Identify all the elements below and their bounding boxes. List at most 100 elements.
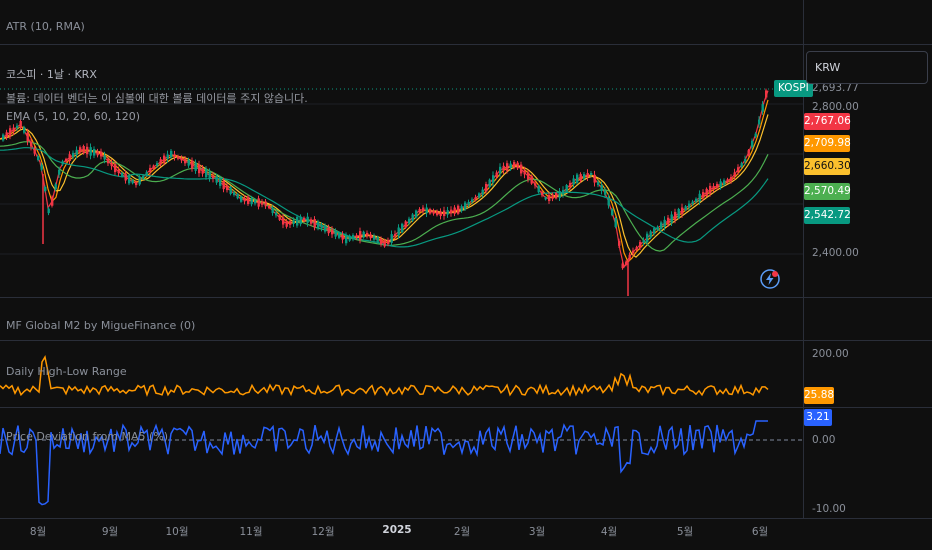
ema-legend-label[interactable]: EMA (5, 10, 20, 60, 120) [6, 110, 141, 123]
candle-body [443, 210, 446, 217]
candle-body [404, 221, 407, 228]
candle-body [114, 163, 117, 173]
candle-body [614, 218, 617, 227]
time-axis-label-year: 2025 [382, 524, 412, 536]
candle-body [600, 185, 603, 191]
atr-indicator-label[interactable]: ATR (10, RMA) [6, 20, 85, 33]
candle-body [471, 199, 474, 202]
candle-body [23, 127, 26, 133]
price-axis-label-2800: 2,800.00 [812, 101, 859, 113]
candle-body [565, 185, 568, 192]
candle-body [33, 148, 36, 154]
candle-body [180, 158, 183, 161]
candle-body [653, 228, 656, 234]
candle-body [677, 208, 680, 218]
time-axis-label: 10월 [165, 526, 189, 538]
candle-body [306, 216, 309, 223]
lightning-bolt-icon[interactable] [759, 268, 781, 290]
candle-body [30, 141, 33, 147]
candle-body [705, 188, 708, 196]
candle-body [173, 154, 176, 158]
candle-body [695, 198, 698, 202]
candle-body [12, 127, 15, 132]
candle-body [278, 215, 281, 220]
candle-body [450, 209, 453, 214]
candle-body [488, 179, 491, 188]
candle-body [730, 177, 733, 181]
candle-body [723, 180, 726, 185]
candle-body [733, 172, 736, 177]
candle-body [383, 240, 386, 247]
price-axis-separator [803, 0, 804, 518]
candle-body [740, 163, 743, 167]
candle-body [625, 261, 628, 265]
candle-body [481, 189, 484, 195]
candle-body [548, 195, 551, 201]
candle-body [691, 201, 694, 205]
candle-body [184, 158, 187, 164]
candle-body [719, 181, 722, 188]
candle-body [572, 178, 575, 185]
candle-body [271, 207, 274, 214]
symbol-info-label[interactable]: 코스피 · 1날 · KRX [6, 68, 97, 81]
candle-body [562, 189, 565, 195]
candle-body [744, 159, 747, 162]
candle-body [611, 208, 614, 216]
candle-body [485, 183, 488, 192]
candle-body [142, 175, 145, 179]
candle-body [236, 194, 239, 199]
candle-body [509, 163, 512, 169]
price-tag-ema20: 2,660.30 [804, 158, 851, 175]
candle-body [401, 223, 404, 233]
candle-body [761, 104, 764, 112]
candle-body [355, 235, 358, 238]
candle-body [303, 217, 306, 222]
daily-range-label[interactable]: Daily High-Low Range [6, 365, 127, 378]
candle-body [656, 226, 659, 230]
candle-body [478, 193, 481, 198]
symbol-badge: KOSPI [774, 80, 813, 97]
time-axis-label: 8월 [29, 526, 47, 538]
price-deviation-label[interactable]: Price Deviation from MA5 (%) [6, 430, 169, 443]
candle-body [149, 167, 152, 173]
currency-selector[interactable]: KRW [806, 51, 928, 84]
candle-body [758, 119, 761, 125]
candle-body [649, 231, 652, 238]
candle-body [100, 151, 103, 157]
candle-body [331, 229, 334, 235]
candle-body [684, 206, 687, 211]
candle-body [688, 203, 691, 208]
candle-body [247, 196, 250, 204]
candle-body [387, 239, 390, 245]
candle-body [110, 163, 113, 166]
daily-range-chart[interactable] [0, 340, 803, 407]
candle-body [523, 170, 526, 175]
candle-body [317, 221, 320, 229]
candle-body [285, 220, 288, 227]
price-tag-ema120: 2,542.72 [804, 207, 851, 224]
candle-body [702, 192, 705, 198]
candle-body [289, 221, 292, 225]
candle-body [65, 158, 68, 162]
candle-body [103, 155, 106, 160]
candle-body [373, 236, 376, 240]
candle-body [499, 166, 502, 174]
candle-body [212, 175, 215, 179]
time-axis-label: 5월 [676, 526, 694, 538]
m2-indicator-label[interactable]: MF Global M2 by MigueFinance (0) [6, 319, 196, 332]
candle-body [618, 240, 621, 246]
candle-body [439, 211, 442, 216]
candle-body [233, 191, 236, 195]
candle-body [541, 192, 544, 196]
candle-body [366, 232, 369, 237]
candle-body [555, 192, 558, 199]
price-deviation-chart[interactable] [0, 407, 803, 518]
candle-body [537, 185, 540, 193]
candle-body [205, 168, 208, 178]
candle-body [586, 173, 589, 178]
candle-body [208, 171, 211, 179]
candle-body [607, 197, 610, 206]
main-price-chart[interactable] [0, 44, 803, 297]
candle-body [198, 164, 201, 174]
candle-body [527, 172, 530, 180]
